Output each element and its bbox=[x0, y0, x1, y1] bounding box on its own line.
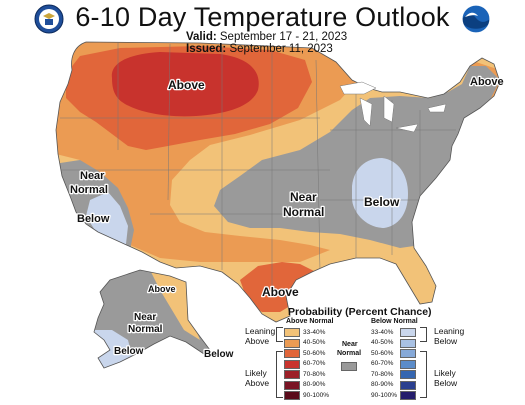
label-above-north: Above bbox=[168, 78, 205, 92]
label-below-east: Below bbox=[364, 195, 400, 209]
legend-above-swatch bbox=[284, 370, 300, 379]
legend-below-range: 50-60% bbox=[371, 349, 394, 357]
legend-normal-swatch bbox=[341, 362, 357, 371]
legend-above-range: 40-50% bbox=[303, 339, 326, 346]
legend-above-swatch bbox=[284, 391, 300, 400]
label-below-west: Below bbox=[77, 213, 110, 225]
label-above-texas: Above bbox=[262, 285, 299, 299]
label-above-ne: Above bbox=[470, 76, 504, 88]
legend-below-swatch bbox=[400, 370, 416, 379]
legend-below-range: 90-100% bbox=[371, 391, 398, 399]
legend-likely-above-1: Likely bbox=[245, 368, 267, 378]
legend-leaning-above: Leaning Above bbox=[245, 326, 275, 346]
page-title: 6-10 Day Temperature Outlook bbox=[75, 2, 450, 32]
conus-outline bbox=[55, 41, 501, 323]
near-normal-center-region bbox=[214, 66, 500, 248]
legend-leaning-below: Leaning Below bbox=[434, 326, 464, 346]
legend-below-range: 40-50% bbox=[371, 339, 394, 346]
legend-normal-header-1: Near bbox=[342, 341, 358, 348]
valid-dates: Valid: September 17 - 21, 2023 bbox=[186, 31, 347, 43]
legend-bracket-leaning-above bbox=[276, 327, 283, 342]
legend-likely-below-2: Below bbox=[434, 378, 458, 388]
legend-above-swatch bbox=[284, 328, 300, 337]
label-near-normal-center-2: Normal bbox=[283, 205, 324, 219]
legend-likely-above: Likely Above bbox=[245, 368, 269, 388]
legend-above-swatch bbox=[284, 349, 300, 358]
legend-above-swatch bbox=[284, 359, 300, 369]
label-ak-near-normal-2: Normal bbox=[128, 324, 163, 335]
valid-label: Valid: bbox=[186, 31, 217, 43]
legend-above-range: 33-40% bbox=[303, 328, 326, 336]
legend-below-header: Below Normal bbox=[371, 318, 418, 325]
legend-leaning-above-1: Leaning bbox=[245, 326, 276, 336]
below-west-region bbox=[86, 192, 128, 246]
great-lakes bbox=[339, 81, 447, 133]
legend-below-range: 33-40% bbox=[371, 328, 394, 336]
legend-below-swatch bbox=[400, 338, 416, 348]
label-ak-below-se: Below bbox=[204, 349, 234, 360]
legend-above-range: 90-100% bbox=[303, 391, 330, 399]
noaa-logo-icon bbox=[461, 4, 491, 34]
legend-below-swatch bbox=[400, 328, 416, 337]
legend-above-range: 50-60% bbox=[303, 349, 326, 357]
label-near-normal-center-1: Near bbox=[290, 190, 317, 204]
legend-bracket-likely-above bbox=[276, 351, 283, 398]
legend-below-swatch bbox=[400, 359, 416, 369]
label-ak-below: Below bbox=[114, 346, 144, 357]
legend-above-swatch bbox=[284, 380, 300, 390]
legend-below-swatch bbox=[400, 380, 416, 390]
legend-above-range: 80-90% bbox=[303, 381, 326, 388]
legend-below-swatch bbox=[400, 349, 416, 358]
label-ak-near-normal-1: Near bbox=[134, 312, 156, 323]
issued-date: Issued: September 11, 2023 bbox=[186, 43, 333, 55]
label-ak-above: Above bbox=[148, 284, 176, 294]
legend-below-range: 70-80% bbox=[371, 370, 394, 378]
legend-likely-below: Likely Below bbox=[434, 368, 457, 388]
legend-above-header: Above Normal bbox=[286, 318, 334, 325]
alaska-outline bbox=[93, 269, 211, 369]
legend-normal-header-2: Normal bbox=[337, 350, 362, 357]
legend-above-swatch bbox=[284, 338, 300, 348]
legend-likely-below-1: Likely bbox=[434, 368, 456, 378]
label-near-normal-west-2: Normal bbox=[70, 184, 108, 196]
doc-seal-icon bbox=[34, 4, 64, 34]
legend-bracket-likely-below bbox=[420, 351, 427, 398]
legend-leaning-above-2: Above bbox=[245, 336, 270, 346]
legend-below-swatch bbox=[400, 391, 416, 400]
legend-leaning-below-2: Below bbox=[434, 336, 458, 346]
below-east-region bbox=[352, 158, 408, 228]
state-boundaries bbox=[60, 42, 456, 290]
label-near-normal-west-1: Near bbox=[80, 170, 105, 182]
legend-bracket-leaning-below bbox=[420, 327, 427, 342]
legend-title: Probability (Percent Chance) bbox=[288, 306, 432, 318]
valid-value: September 17 - 21, 2023 bbox=[219, 31, 348, 43]
legend-leaning-below-1: Leaning bbox=[434, 326, 465, 336]
legend-above-range: 60-70% bbox=[303, 360, 326, 367]
legend-likely-above-2: Above bbox=[245, 378, 270, 388]
issued-label: Issued: bbox=[186, 43, 227, 55]
legend-below-range: 80-90% bbox=[371, 381, 394, 388]
legend-above-range: 70-80% bbox=[303, 370, 326, 378]
legend-below-range: 60-70% bbox=[371, 360, 394, 367]
issued-value: September 11, 2023 bbox=[229, 43, 333, 55]
